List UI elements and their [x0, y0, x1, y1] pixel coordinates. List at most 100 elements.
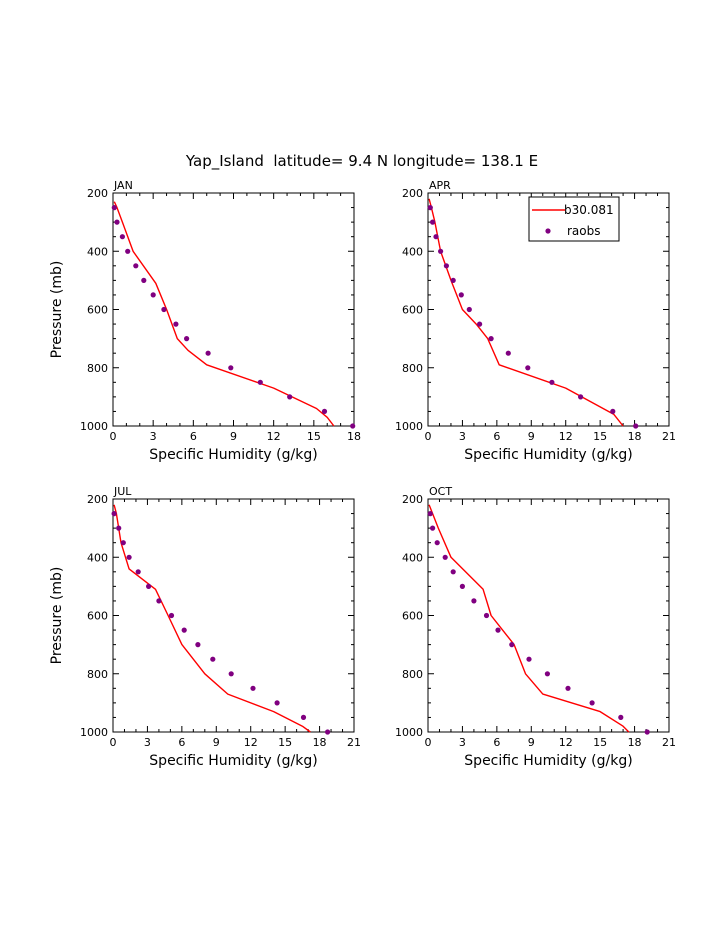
- series-line-jan: [113, 201, 335, 427]
- obs-point: [433, 234, 439, 240]
- obs-point: [146, 583, 152, 590]
- obs-point: [114, 219, 120, 225]
- x-axis-title: Specific Humidity (g/kg): [464, 447, 632, 463]
- x-tick-label: 15: [307, 430, 321, 443]
- obs-point: [120, 540, 126, 546]
- y-tick-label: 800: [87, 668, 108, 681]
- y-tick-label: 800: [402, 668, 423, 681]
- x-tick-label: 12: [559, 736, 573, 749]
- obs-point: [133, 263, 139, 269]
- obs-point: [228, 365, 234, 371]
- obs-point: [427, 205, 433, 211]
- y-tick-label: 1000: [80, 420, 108, 433]
- panel-label: APR: [429, 179, 451, 192]
- series-line-jul: [113, 504, 311, 733]
- x-tick-label: 6: [190, 430, 197, 443]
- x-tick-label: 21: [662, 736, 676, 749]
- obs-point: [549, 379, 555, 385]
- x-axis-title: Specific Humidity (g/kg): [464, 753, 632, 769]
- x-tick-label: 18: [628, 736, 642, 749]
- obs-point: [526, 656, 532, 662]
- obs-point: [111, 510, 117, 517]
- panel-jan: JAN 0 3 6 9 12 15 18 200 400 600 800 1000 Specific Hu…: [49, 179, 361, 463]
- panel-label: OCT: [429, 485, 452, 498]
- x-axis-title: Specific Humidity (g/kg): [149, 447, 317, 463]
- plot-frame: [112, 498, 355, 733]
- y-axis-title: Pressure (mb): [49, 567, 65, 665]
- obs-point: [438, 248, 444, 254]
- obs-point: [644, 729, 650, 735]
- x-tick-label: 12: [244, 736, 258, 749]
- obs-point: [205, 350, 211, 356]
- x-tick-label: 15: [593, 430, 607, 443]
- y-tick-label: 600: [87, 304, 108, 317]
- x-tick-label: 3: [459, 430, 466, 443]
- figure-title: Yap_Island latitude= 9.4 N longitude= 13…: [185, 152, 538, 171]
- obs-point: [181, 627, 187, 633]
- obs-point: [141, 277, 147, 283]
- x-tick-label: 6: [493, 736, 500, 749]
- y-axis-title: Pressure (mb): [49, 261, 65, 359]
- obs-point: [300, 714, 307, 721]
- obs-point: [119, 234, 125, 240]
- obs-point: [610, 408, 616, 414]
- obs-point: [257, 379, 263, 385]
- obs-point: [578, 394, 584, 400]
- y-tick-label: 200: [87, 187, 108, 200]
- x-tick-label: 15: [278, 736, 292, 749]
- x-tick-label: 0: [110, 430, 117, 443]
- obs-point: [111, 205, 117, 211]
- obs-point: [477, 321, 483, 327]
- obs-point: [161, 306, 167, 313]
- obs-point: [459, 583, 465, 590]
- panel-jul: JUL 0 3 6 9 12 15 18 21 200 400 600 800 1000 Specific …: [49, 485, 361, 769]
- x-tick-label: 0: [425, 736, 432, 749]
- obs-point: [471, 598, 477, 604]
- legend-model-label: b30.081: [564, 203, 614, 217]
- x-tick-label: 21: [347, 736, 361, 749]
- y-tick-label: 200: [402, 493, 423, 506]
- obs-point: [126, 554, 132, 560]
- x-axis-title: Specific Humidity (g/kg): [149, 753, 317, 769]
- obs-point: [633, 423, 639, 429]
- obs-point: [458, 292, 464, 298]
- y-tick-label: 800: [87, 362, 108, 375]
- x-tick-label: 6: [493, 430, 500, 443]
- y-tick-label: 800: [402, 362, 423, 375]
- y-tick-label: 200: [402, 187, 423, 200]
- x-tick-label: 9: [213, 736, 220, 749]
- y-tick-label: 400: [87, 245, 108, 258]
- obs-point: [483, 612, 490, 619]
- legend: b30.081 raobs: [528, 196, 620, 242]
- panel-oct: OCT 0 3 6 9 12 15 18 21 200 400 600 800 1000 Specific …: [395, 485, 676, 769]
- plot-frame: [112, 192, 355, 427]
- obs-point: [442, 554, 448, 560]
- obs-point: [274, 700, 280, 706]
- x-tick-label: 3: [150, 430, 157, 443]
- y-tick-label: 600: [402, 610, 423, 623]
- obs-point: [618, 714, 624, 721]
- obs-point: [210, 656, 216, 662]
- plot-frame: [427, 498, 670, 733]
- x-tick-label: 0: [110, 736, 117, 749]
- obs-point: [589, 700, 595, 706]
- y-tick-label: 1000: [395, 420, 423, 433]
- obs-point: [427, 510, 433, 517]
- legend-box: [528, 196, 620, 242]
- obs-point: [168, 612, 175, 619]
- obs-point: [325, 729, 331, 735]
- obs-point: [443, 263, 449, 269]
- x-tick-label: 9: [230, 430, 237, 443]
- obs-point: [466, 306, 472, 313]
- series-line-oct: [428, 504, 630, 733]
- obs-point: [150, 292, 156, 298]
- obs-point: [430, 525, 436, 531]
- series-line-apr: [428, 198, 624, 427]
- x-tick-label: 3: [459, 736, 466, 749]
- x-tick-label: 12: [267, 430, 281, 443]
- y-tick-label: 200: [87, 493, 108, 506]
- x-tick-label: 18: [313, 736, 327, 749]
- y-tick-label: 400: [87, 551, 108, 564]
- x-tick-label: 15: [593, 736, 607, 749]
